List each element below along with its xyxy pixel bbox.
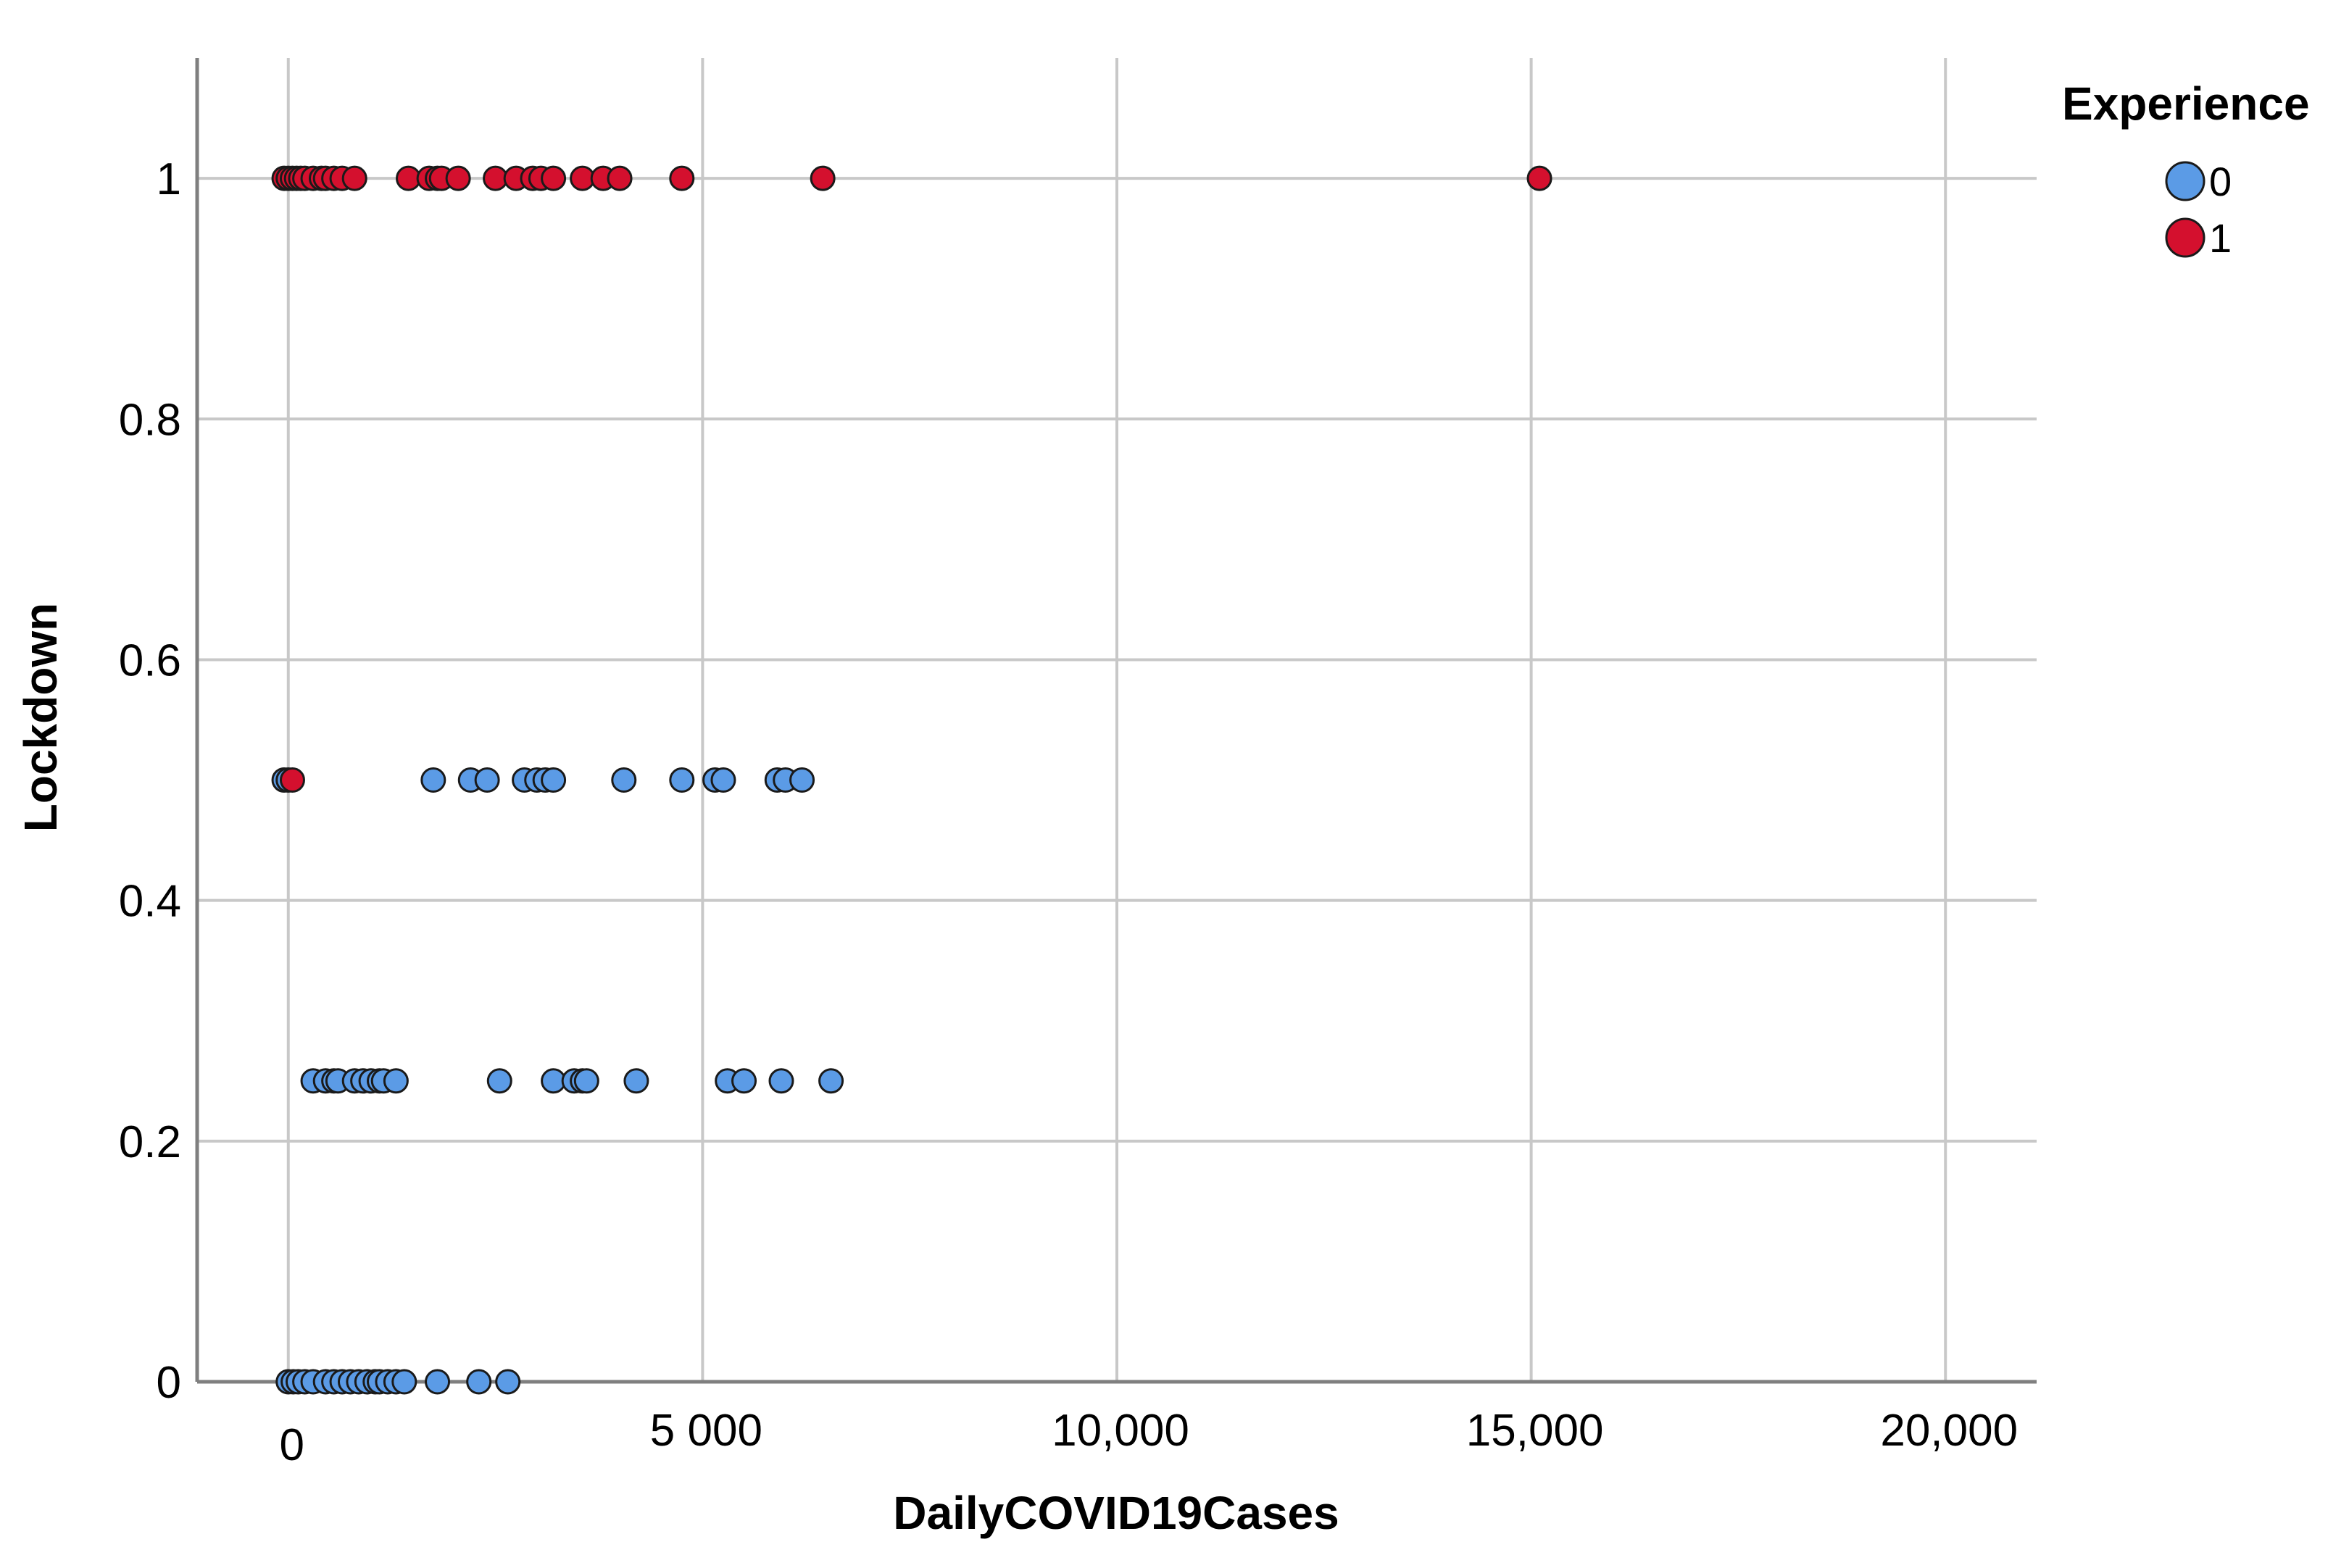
legend-title: Experience [2062, 78, 2310, 130]
data-point-experience-1 [541, 165, 567, 191]
data-point-experience-0 [495, 1369, 521, 1395]
data-point-experience-1 [669, 165, 695, 191]
y-tick-label: 0.4 [119, 877, 181, 927]
data-points [271, 165, 1552, 1395]
data-point-experience-1 [445, 165, 471, 191]
data-point-experience-0 [710, 767, 736, 793]
data-point-experience-0 [768, 1068, 794, 1094]
x-tick-label: 10,000 [1052, 1406, 1189, 1456]
data-point-experience-0 [623, 1068, 649, 1094]
data-point-experience-0 [391, 1369, 417, 1395]
y-tick-label: 0.2 [119, 1117, 181, 1167]
data-point-experience-1 [341, 165, 367, 191]
data-point-experience-0 [789, 767, 815, 793]
y-tick-label: 1 [157, 154, 181, 204]
x-tick-label: 15,000 [1466, 1406, 1604, 1456]
x-tick-label: 20,000 [1880, 1406, 2018, 1456]
data-point-experience-0 [541, 767, 567, 793]
data-point-experience-0 [611, 767, 637, 793]
legend-label: 0 [2209, 159, 2232, 204]
x-axis-title: DailyCOVID19Cases [893, 1487, 1339, 1539]
data-point-experience-0 [420, 767, 446, 793]
y-tick-label: 0.6 [119, 635, 181, 685]
data-point-experience-1 [607, 165, 633, 191]
y-axis-title: Lockdown [14, 603, 67, 832]
data-point-experience-0 [466, 1369, 492, 1395]
legend-label: 1 [2209, 215, 2232, 261]
tick-labels: 00.20.40.60.810 5 000 10,000 15,000 20,000 [119, 154, 2018, 1470]
data-point-experience-0 [486, 1068, 512, 1094]
y-tick-label: 0 [157, 1358, 181, 1408]
x-tick-label: 5 000 [650, 1406, 762, 1456]
legend-marker [2165, 217, 2205, 258]
x-tick-label: 0 [280, 1420, 304, 1470]
data-point-experience-1 [279, 767, 305, 793]
data-point-experience-0 [818, 1068, 844, 1094]
y-tick-label: 0.8 [119, 395, 181, 445]
data-point-experience-0 [474, 767, 500, 793]
data-point-experience-1 [810, 165, 836, 191]
data-point-experience-1 [1526, 165, 1552, 191]
data-point-experience-0 [425, 1369, 451, 1395]
data-point-experience-0 [573, 1068, 599, 1094]
grid [197, 58, 2037, 1383]
data-point-experience-0 [731, 1068, 757, 1094]
data-point-experience-0 [669, 767, 695, 793]
data-point-experience-0 [383, 1068, 409, 1094]
legend: Experience 0 1 [2062, 78, 2310, 261]
legend-marker [2165, 161, 2205, 201]
